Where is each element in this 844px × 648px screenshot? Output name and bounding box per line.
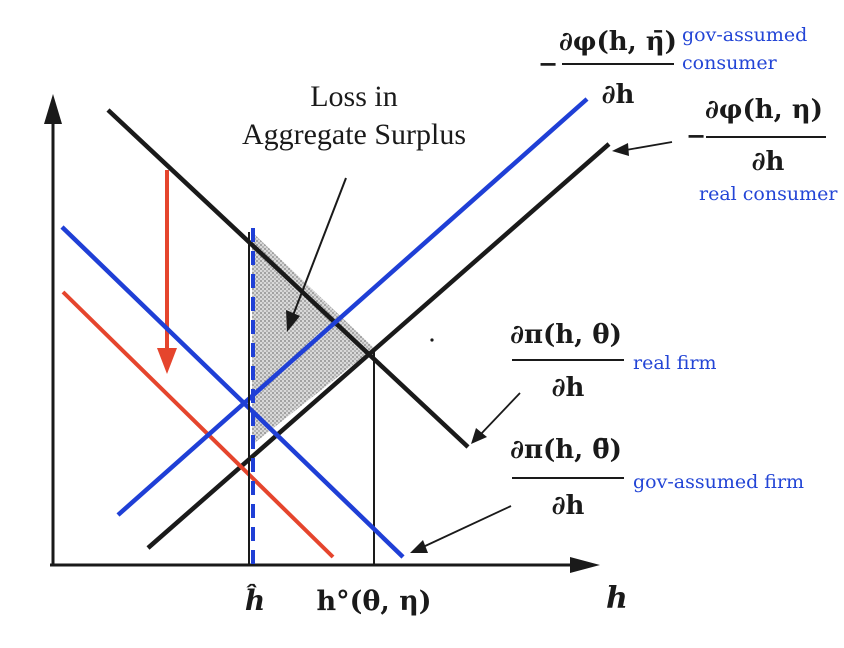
real-consumer-label-arrow [625, 141, 673, 151]
real-firm-curve [146, 142, 611, 550]
x-axis-label: h [606, 581, 628, 616]
loss-region [252, 232, 374, 445]
gov-consumer-fraction-numerator: ∂φ(h, η̄) [559, 27, 677, 57]
stray-dot [430, 338, 434, 342]
gov-consumer-fraction-prefix: − [538, 49, 558, 78]
gov-consumer-curve [60, 225, 405, 559]
red-arrowhead [157, 348, 177, 374]
real-firm-label: real firm [633, 352, 717, 374]
real-consumer-label-arrowhead [612, 143, 629, 156]
tick-h-optimum: h°(θ, η) [316, 586, 431, 617]
gov-consumer-label-line-2: consumer [682, 52, 778, 74]
real-consumer-curve [106, 108, 470, 449]
gov-firm-label-arrowhead [410, 540, 428, 553]
y-axis-arrowhead [44, 94, 62, 124]
real-firm-fraction-denominator: ∂h [552, 373, 585, 403]
gov-firm-fraction-denominator: ∂h [552, 491, 585, 521]
x-axis-arrowhead [570, 557, 600, 573]
annotation-line-1: Loss in [310, 80, 398, 113]
gov-consumer-fraction-denominator: ∂h [602, 80, 635, 110]
real-consumer-fraction-prefix: − [686, 121, 706, 150]
annotation-pointer-head [286, 310, 300, 332]
gov-firm-label-arrow [422, 505, 512, 548]
annotation-pointer [291, 177, 347, 319]
real-consumer-label: real consumer [699, 183, 838, 205]
real-firm-label-arrow [479, 392, 521, 436]
annotation-line-2: Aggregate Surplus [242, 118, 466, 151]
red-consumer-curve [61, 290, 335, 559]
real-consumer-fraction-denominator: ∂h [752, 147, 785, 177]
tick-h-hat: ĥ [245, 584, 265, 617]
gov-firm-curve [116, 97, 589, 517]
gov-firm-fraction-numerator: ∂π(h, θ̄) [510, 435, 622, 465]
gov-consumer-label-line-1: gov-assumed [682, 24, 807, 46]
real-consumer-fraction-numerator: ∂φ(h, η) [705, 95, 823, 125]
real-firm-label-arrowhead [471, 428, 487, 444]
real-firm-fraction-numerator: ∂π(h, θ) [510, 320, 622, 350]
gov-firm-label: gov-assumed firm [633, 471, 804, 493]
